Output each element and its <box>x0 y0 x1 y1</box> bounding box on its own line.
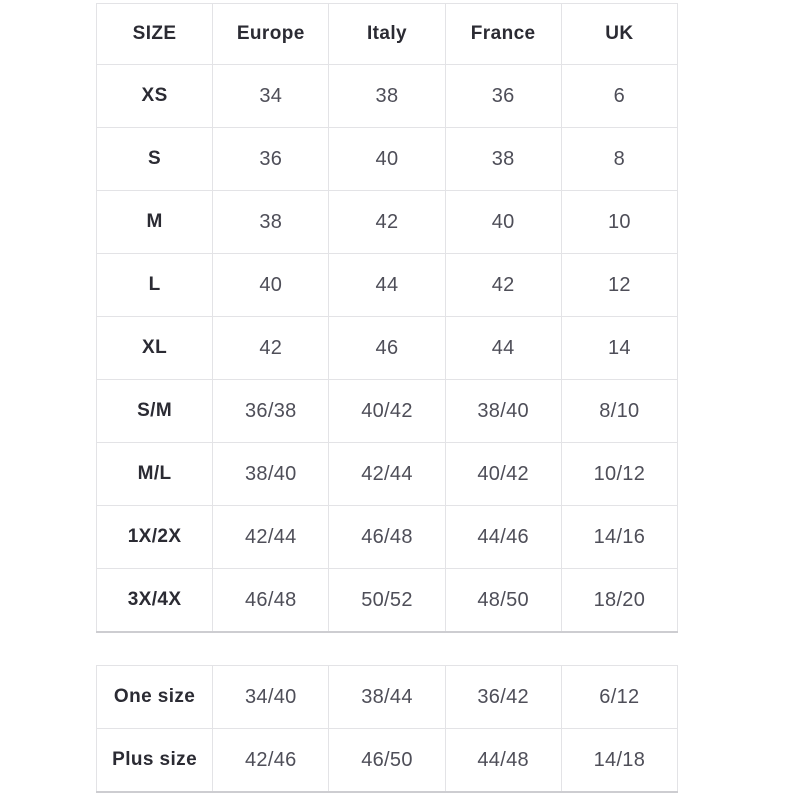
table-row-m: M 38 42 40 10 <box>95 190 679 254</box>
value-cell: 44/46 <box>444 505 562 569</box>
value-cell: 42 <box>444 253 562 317</box>
value-cell: 38 <box>212 190 330 254</box>
size-label-cell: 1X/2X <box>95 505 214 569</box>
main-size-table-container: SIZE Europe Italy France UK XS 34 38 36 … <box>95 3 679 633</box>
value-cell: 46 <box>328 316 446 380</box>
special-size-table-container: One size 34/40 38/44 36/42 6/12 Plus siz… <box>95 665 679 793</box>
value-cell: 40 <box>212 253 330 317</box>
value-cell: 14 <box>560 316 679 380</box>
value-cell: 44/48 <box>444 728 562 793</box>
value-cell: 38/44 <box>328 665 446 729</box>
value-cell: 46/50 <box>328 728 446 793</box>
table-row-s-m: S/M 36/38 40/42 38/40 8/10 <box>95 379 679 443</box>
value-cell: 34/40 <box>212 665 330 729</box>
size-label-cell: XL <box>95 316 214 380</box>
value-cell: 36/42 <box>444 665 562 729</box>
value-cell: 42 <box>212 316 330 380</box>
value-cell: 40/42 <box>444 442 562 506</box>
header-cell-uk: UK <box>560 3 679 65</box>
value-cell: 36/38 <box>212 379 330 443</box>
value-cell: 44 <box>328 253 446 317</box>
value-cell: 38 <box>328 64 446 128</box>
table-row-one-size: One size 34/40 38/44 36/42 6/12 <box>95 665 679 729</box>
value-cell: 42/44 <box>212 505 330 569</box>
header-cell-italy: Italy <box>328 3 446 65</box>
table-row-l: L 40 44 42 12 <box>95 253 679 317</box>
value-cell: 14/18 <box>560 728 679 793</box>
value-cell: 36 <box>444 64 562 128</box>
size-label-cell: L <box>95 253 214 317</box>
value-cell: 14/16 <box>560 505 679 569</box>
value-cell: 10/12 <box>560 442 679 506</box>
size-label-cell: One size <box>95 665 214 729</box>
main-size-table: SIZE Europe Italy France UK XS 34 38 36 … <box>95 3 679 633</box>
header-cell-europe: Europe <box>212 3 330 65</box>
value-cell: 42 <box>328 190 446 254</box>
main-size-table-header: SIZE Europe Italy France UK <box>95 3 679 65</box>
main-size-table-body: XS 34 38 36 6 S 36 40 38 8 M 38 42 40 10 <box>95 64 679 633</box>
value-cell: 50/52 <box>328 568 446 633</box>
table-row-3x-4x: 3X/4X 46/48 50/52 48/50 18/20 <box>95 568 679 633</box>
table-row-xl: XL 42 46 44 14 <box>95 316 679 380</box>
special-size-table-body: One size 34/40 38/44 36/42 6/12 Plus siz… <box>95 665 679 793</box>
value-cell: 40/42 <box>328 379 446 443</box>
value-cell: 36 <box>212 127 330 191</box>
value-cell: 10 <box>560 190 679 254</box>
value-cell: 6/12 <box>560 665 679 729</box>
table-row-1x-2x: 1X/2X 42/44 46/48 44/46 14/16 <box>95 505 679 569</box>
table-row-plus-size: Plus size 42/46 46/50 44/48 14/18 <box>95 728 679 793</box>
value-cell: 40 <box>328 127 446 191</box>
header-cell-france: France <box>444 3 562 65</box>
size-label-cell: XS <box>95 64 214 128</box>
value-cell: 42/46 <box>212 728 330 793</box>
size-label-cell: M/L <box>95 442 214 506</box>
value-cell: 44 <box>444 316 562 380</box>
value-cell: 12 <box>560 253 679 317</box>
size-label-cell: M <box>95 190 214 254</box>
value-cell: 8/10 <box>560 379 679 443</box>
value-cell: 38 <box>444 127 562 191</box>
value-cell: 8 <box>560 127 679 191</box>
value-cell: 48/50 <box>444 568 562 633</box>
value-cell: 38/40 <box>212 442 330 506</box>
table-row-s: S 36 40 38 8 <box>95 127 679 191</box>
size-label-cell: 3X/4X <box>95 568 214 633</box>
value-cell: 38/40 <box>444 379 562 443</box>
value-cell: 42/44 <box>328 442 446 506</box>
value-cell: 34 <box>212 64 330 128</box>
value-cell: 46/48 <box>212 568 330 633</box>
value-cell: 46/48 <box>328 505 446 569</box>
table-row-m-l: M/L 38/40 42/44 40/42 10/12 <box>95 442 679 506</box>
size-label-cell: S/M <box>95 379 214 443</box>
special-size-table: One size 34/40 38/44 36/42 6/12 Plus siz… <box>95 665 679 793</box>
size-label-cell: Plus size <box>95 728 214 793</box>
header-row: SIZE Europe Italy France UK <box>95 3 679 65</box>
table-row-xs: XS 34 38 36 6 <box>95 64 679 128</box>
size-label-cell: S <box>95 127 214 191</box>
value-cell: 18/20 <box>560 568 679 633</box>
header-cell-size: SIZE <box>95 3 214 65</box>
value-cell: 6 <box>560 64 679 128</box>
value-cell: 40 <box>444 190 562 254</box>
